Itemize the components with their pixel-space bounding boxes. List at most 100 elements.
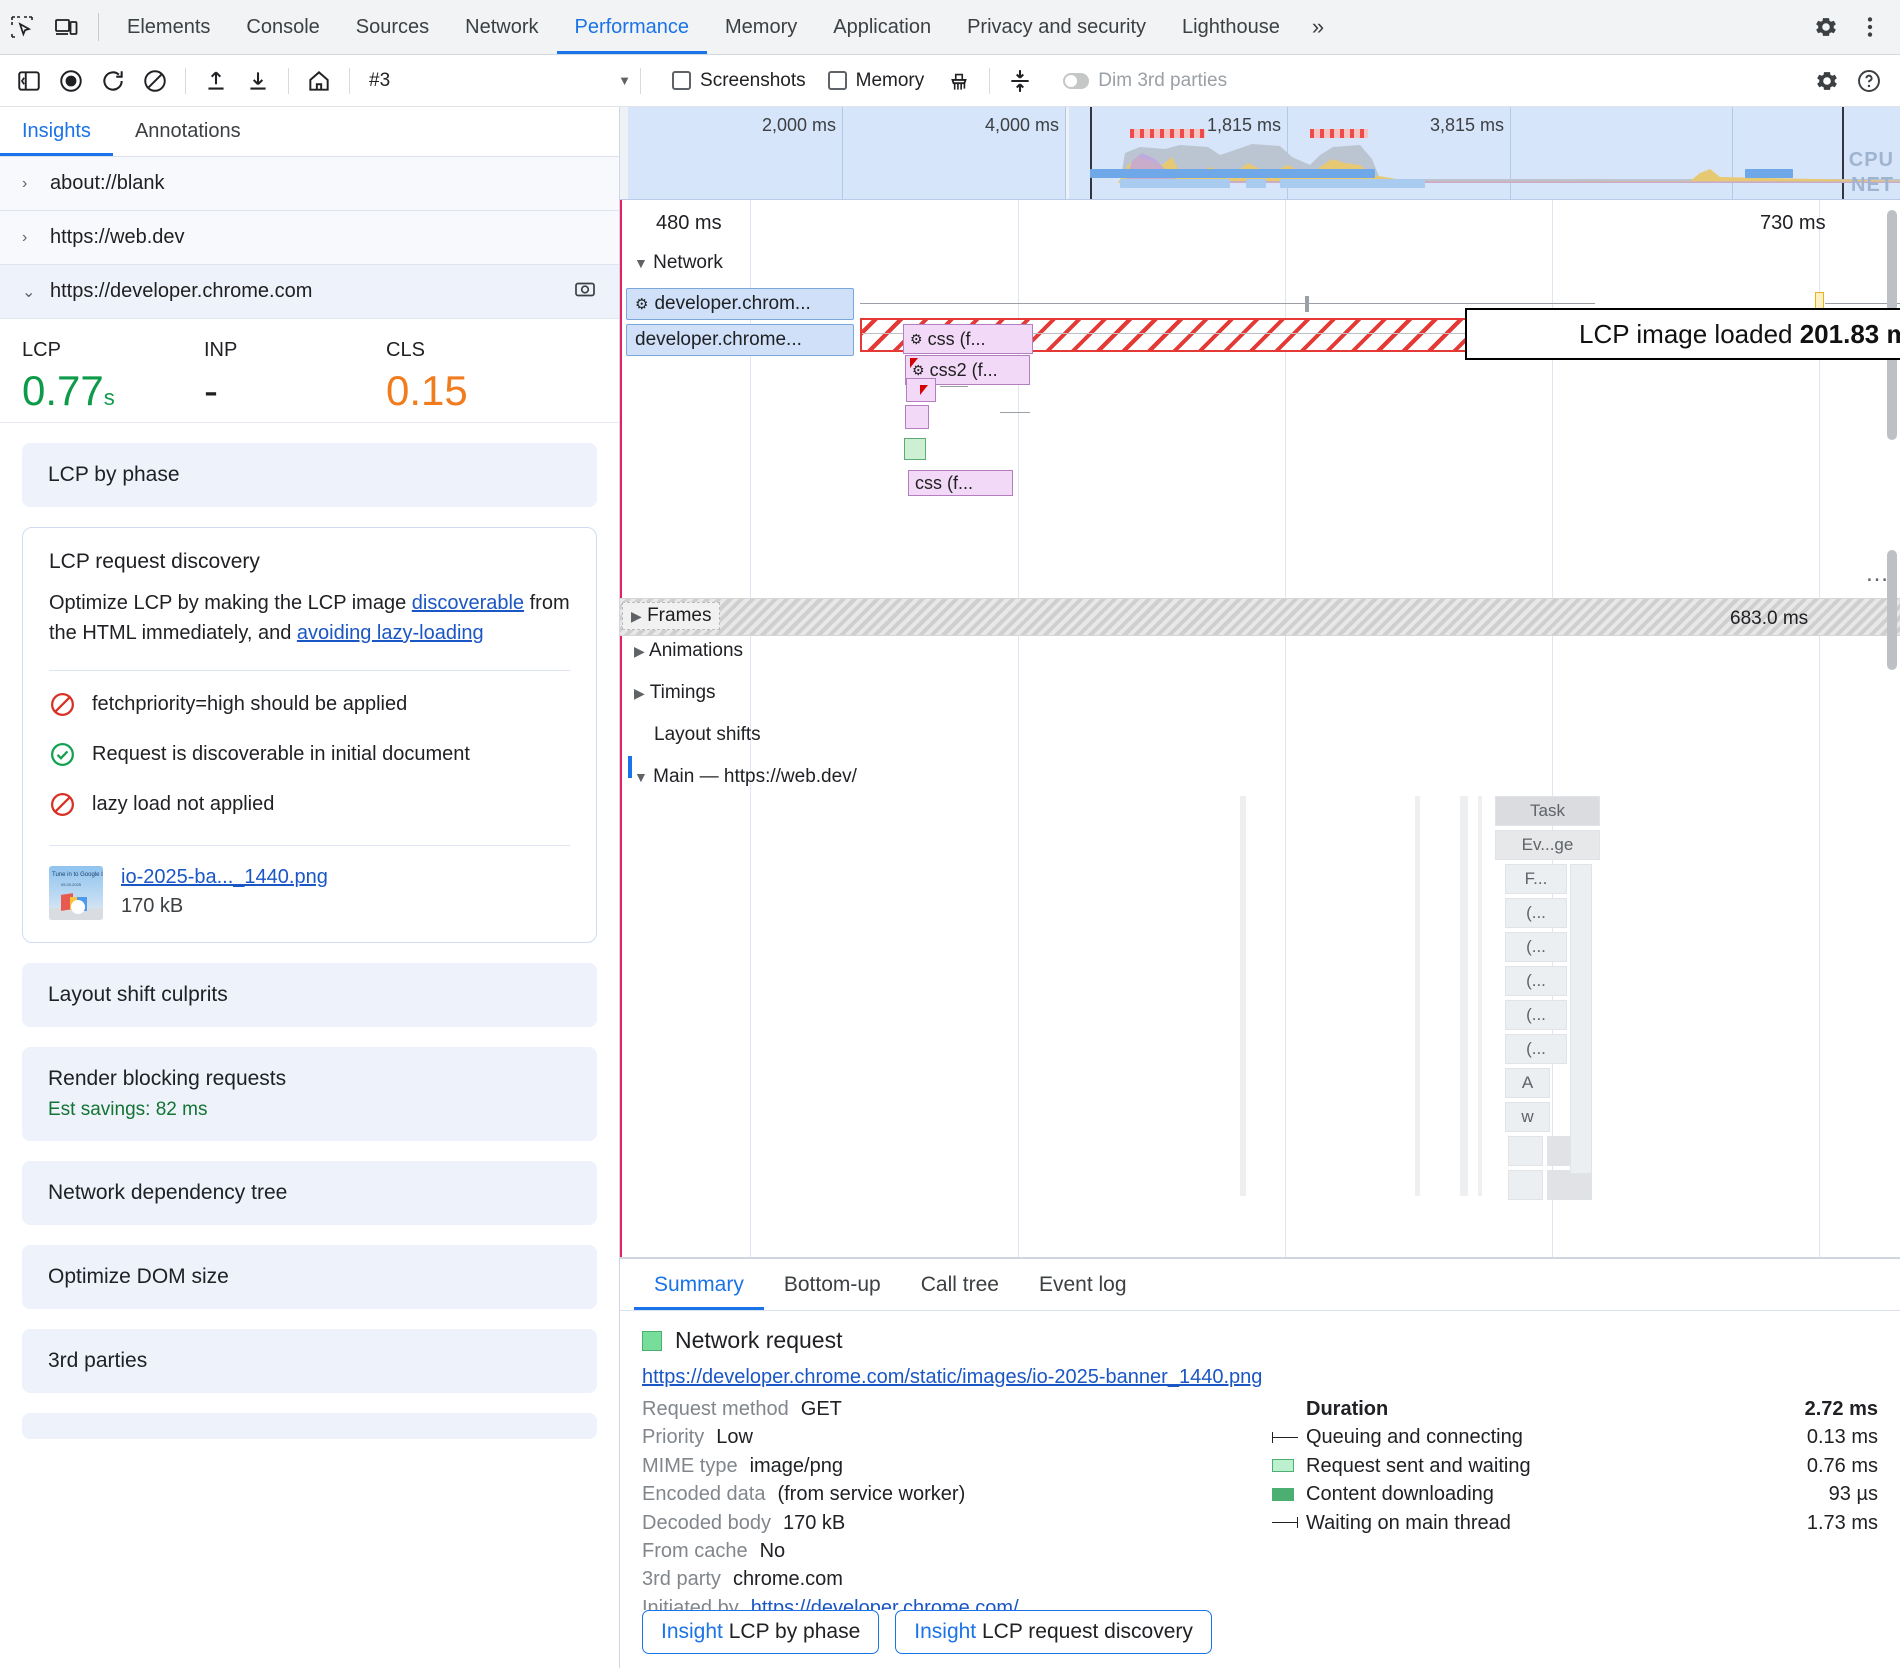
- timeline-vertical-scrollbar-2[interactable]: [1887, 550, 1897, 670]
- chip-css2[interactable]: ⚙ css2 (f...: [905, 355, 1030, 385]
- lcp-resource-link[interactable]: io-2025-ba..._1440.png: [121, 866, 328, 888]
- home-icon[interactable]: [298, 60, 340, 102]
- chip-insight-lcp-by-phase[interactable]: Insight LCP by phase: [642, 1610, 880, 1654]
- screenshots-checkbox[interactable]: Screenshots: [672, 70, 806, 92]
- more-vertical-icon[interactable]: [1848, 5, 1892, 49]
- insight-partial[interactable]: [22, 1413, 597, 1439]
- timeline-tracks[interactable]: 480 ms 730 ms ▼ Network ⚙ developer.chro…: [620, 200, 1900, 1258]
- dim-third-parties-switch[interactable]: [1063, 72, 1090, 89]
- chip-small-2[interactable]: [905, 405, 929, 429]
- memory-checkbox-box[interactable]: [827, 71, 847, 90]
- tab-annotations[interactable]: Annotations: [134, 120, 241, 142]
- tab-application[interactable]: Application: [833, 15, 932, 38]
- memory-checkbox[interactable]: Memory: [827, 70, 924, 92]
- thumb-caption: Tune in to Google I/O: [52, 872, 103, 878]
- tab-call-tree[interactable]: Call tree: [920, 1272, 999, 1296]
- clear-icon[interactable]: [134, 60, 176, 102]
- flame-paren-5[interactable]: (...: [1505, 1034, 1567, 1064]
- record-icon[interactable]: [50, 60, 92, 102]
- tab-insights[interactable]: Insights: [0, 107, 113, 156]
- tab-event-log[interactable]: Event log: [1038, 1272, 1127, 1296]
- screenshot-icon[interactable]: [573, 277, 597, 307]
- overview-marker-start[interactable]: [1090, 107, 1092, 199]
- chip-small-1[interactable]: [906, 378, 936, 402]
- download-profile-icon[interactable]: [237, 60, 279, 102]
- chip-image[interactable]: [904, 438, 926, 460]
- tab-lighthouse[interactable]: Lighthouse: [1182, 15, 1280, 38]
- chip-css[interactable]: ⚙ css (f...: [903, 324, 1033, 354]
- insight-render-blocking-requests[interactable]: Render blocking requests Est savings: 82…: [22, 1047, 597, 1141]
- tab-summary[interactable]: Summary: [634, 1259, 764, 1310]
- tab-privacy-and-security[interactable]: Privacy and security: [967, 15, 1147, 38]
- track-timings-label[interactable]: ▶ Timings: [634, 682, 716, 703]
- overview-marker-end[interactable]: [1842, 107, 1844, 199]
- collect-garbage-icon[interactable]: [938, 60, 980, 102]
- flame-blank-1[interactable]: [1508, 1136, 1543, 1166]
- chevron-right-icon: ›: [22, 174, 28, 192]
- tab-sources[interactable]: Sources: [355, 15, 430, 38]
- nav-item-about-blank[interactable]: › about://blank: [0, 157, 619, 211]
- insight-3rd-parties[interactable]: 3rd parties: [22, 1329, 597, 1393]
- flame-blank-4[interactable]: [1547, 1170, 1592, 1200]
- flame-sliver[interactable]: [1570, 864, 1592, 1174]
- nav-item-web-dev[interactable]: › https://web.dev: [0, 211, 619, 265]
- flame-paren-4[interactable]: (...: [1505, 1000, 1567, 1030]
- chip-css-3[interactable]: css (f...: [908, 470, 1013, 496]
- network-row-label-1[interactable]: ⚙ developer.chrom...: [626, 288, 854, 320]
- flame-task[interactable]: Task: [1495, 796, 1600, 826]
- network-row-label-2[interactable]: developer.chrome...: [626, 324, 854, 356]
- inspect-element-icon[interactable]: [0, 5, 44, 49]
- recording-selector[interactable]: #3: [369, 69, 391, 91]
- chip-insight-lcp-request-discovery[interactable]: Insight LCP request discovery: [895, 1610, 1212, 1654]
- tab-console[interactable]: Console: [246, 15, 320, 38]
- upload-profile-icon[interactable]: [195, 60, 237, 102]
- overview-cpu-label: CPU: [1848, 149, 1894, 171]
- flame-f[interactable]: F...: [1505, 864, 1567, 894]
- tab-elements[interactable]: Elements: [127, 15, 211, 38]
- track-animations-label[interactable]: ▶ Animations: [634, 640, 744, 661]
- track-layout-shifts-label[interactable]: Layout shifts: [654, 724, 761, 745]
- insight-lcp-by-phase[interactable]: LCP by phase: [22, 443, 597, 507]
- gear-icon[interactable]: [1806, 60, 1848, 102]
- flame-paren-2[interactable]: (...: [1505, 932, 1567, 962]
- flame-paren-1[interactable]: (...: [1505, 898, 1567, 928]
- help-icon[interactable]: [1848, 60, 1890, 102]
- request-url-link[interactable]: https://developer.chrome.com/static/imag…: [642, 1366, 1263, 1388]
- tab-bottom-up[interactable]: Bottom-up: [783, 1272, 881, 1296]
- flame-paren-3[interactable]: (...: [1505, 966, 1567, 996]
- flame-a[interactable]: A: [1505, 1068, 1550, 1098]
- toggle-sidebar-icon[interactable]: [8, 60, 50, 102]
- tab-network[interactable]: Network: [465, 15, 539, 38]
- tab-performance[interactable]: Performance: [557, 0, 708, 54]
- discoverable-link[interactable]: discoverable: [411, 592, 525, 614]
- frames-track-label[interactable]: ▶ Frames: [622, 602, 721, 630]
- request-tick: [1305, 296, 1309, 312]
- flame-blank-2[interactable]: [1508, 1170, 1543, 1200]
- insight-layout-shift-culprits[interactable]: Layout shift culprits: [22, 963, 597, 1027]
- flame-w[interactable]: w: [1505, 1102, 1550, 1132]
- insight-network-dependency-tree[interactable]: Network dependency tree: [22, 1161, 597, 1225]
- timeline-overview[interactable]: 2,000 ms 4,000 ms 1,815 ms 3,815 ms 3,23…: [620, 107, 1900, 200]
- track-network-label[interactable]: ▼ Network: [634, 252, 723, 273]
- insight-optimize-dom-size[interactable]: Optimize DOM size: [22, 1245, 597, 1309]
- nav-item-developer-chrome-com[interactable]: ⌄ https://developer.chrome.com: [0, 265, 619, 319]
- tab-overflow-icon[interactable]: »: [1311, 14, 1325, 39]
- flame-event[interactable]: Ev...ge: [1495, 830, 1600, 860]
- insight-lcp-request-discovery[interactable]: LCP request discovery Optimize LCP by ma…: [22, 527, 597, 943]
- screenshots-checkbox-box[interactable]: [672, 71, 692, 90]
- frames-track[interactable]: [620, 598, 1900, 636]
- gear-icon[interactable]: [1804, 5, 1848, 49]
- dim-third-parties-toggle[interactable]: Dim 3rd parties: [1063, 70, 1227, 92]
- network-throttle-icon[interactable]: [999, 60, 1041, 102]
- track-main-label[interactable]: ▼ Main — https://web.dev/: [634, 766, 857, 787]
- ellipsis-more[interactable]: …: [1865, 560, 1889, 587]
- toolbar-divider-1: [185, 67, 186, 94]
- device-toolbar-icon[interactable]: [44, 5, 88, 49]
- panel-tabs: Elements Console Sources Network Perform…: [109, 0, 1338, 54]
- overview-tick-label: 3,815 ms: [1429, 115, 1504, 135]
- tab-memory[interactable]: Memory: [725, 15, 798, 38]
- reload-and-record-icon[interactable]: [92, 60, 134, 102]
- avoiding-lazy-loading-link[interactable]: avoiding lazy-loading: [296, 622, 484, 644]
- chevron-down-icon[interactable]: ▼: [618, 73, 632, 88]
